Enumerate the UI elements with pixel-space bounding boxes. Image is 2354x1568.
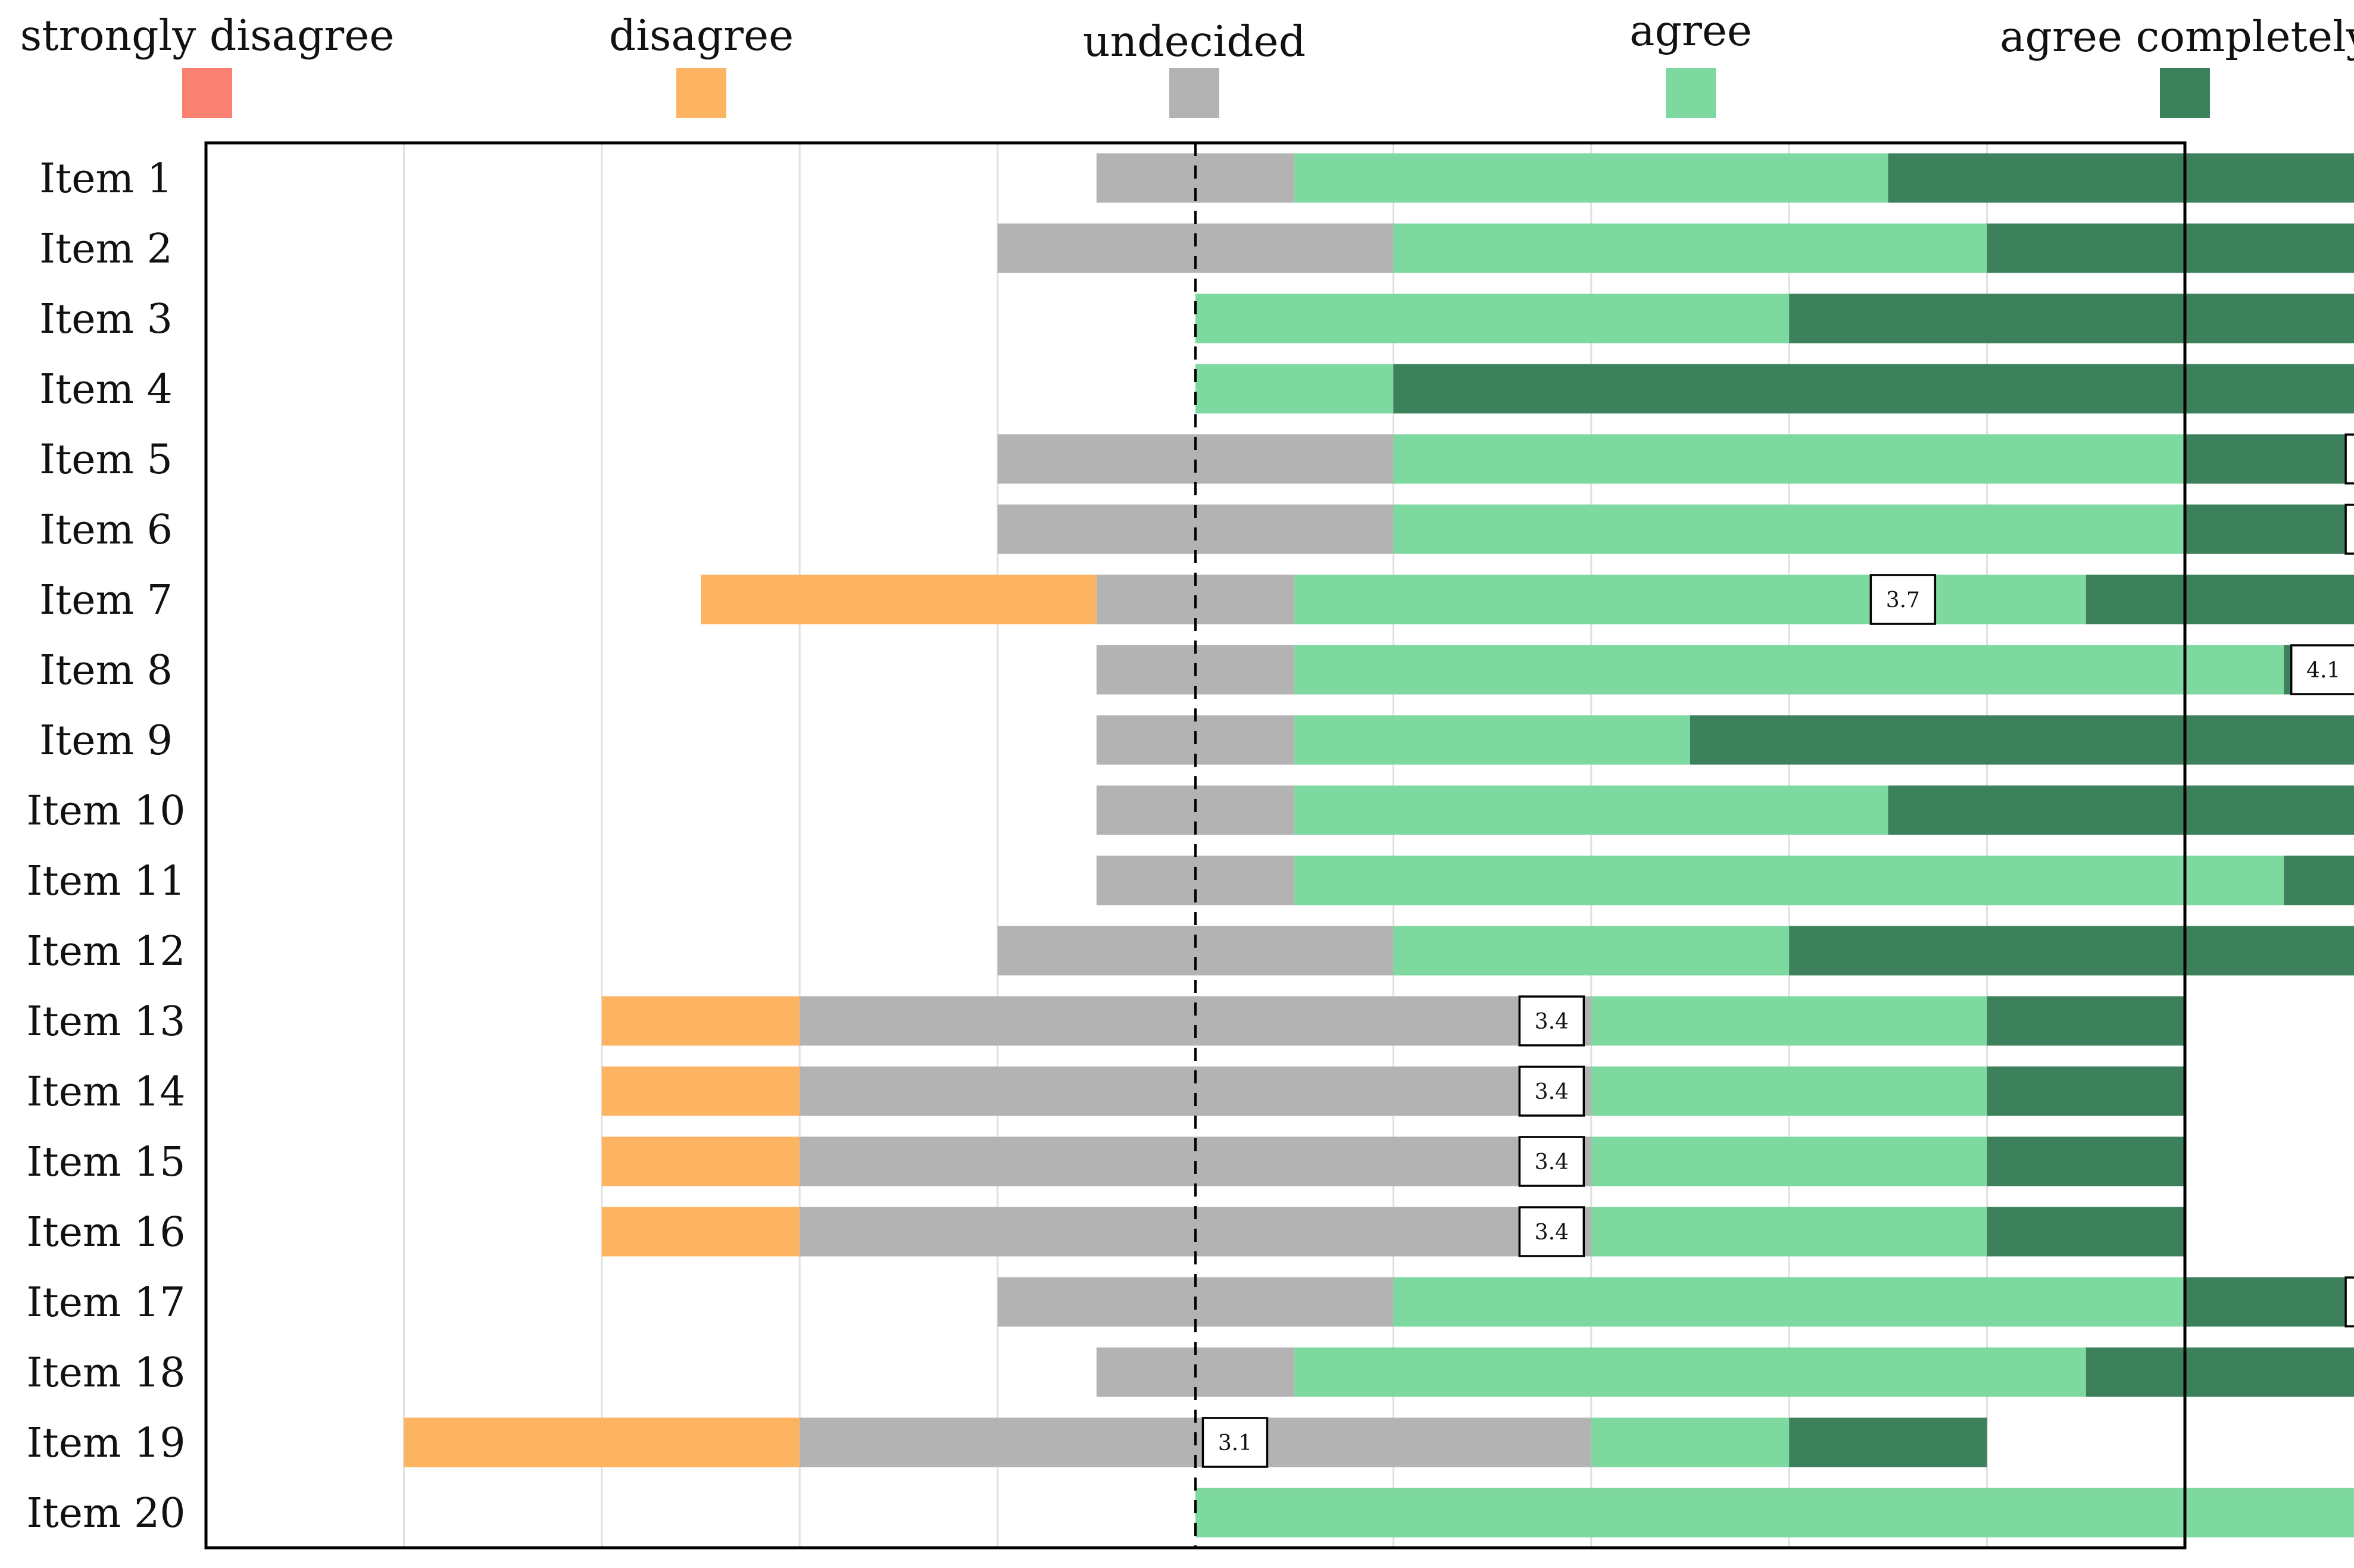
legend-label-undecided: undecided: [1083, 17, 1306, 66]
bar-segment-agree: [1294, 715, 1690, 765]
bar-segment-agree-completely: [1987, 1207, 2185, 1257]
bar-segment-agree: [1294, 855, 2284, 905]
bar-segment-agree: [1591, 1066, 1987, 1116]
bar-segment-agree: [1294, 645, 2284, 695]
bar-segment-agree: [1591, 1207, 1987, 1257]
item-label: Item 2: [39, 226, 173, 273]
legend: strongly disagree disagree undecided agree a…: [20, 6, 2354, 118]
legend-swatch-agree-completely: [2160, 68, 2210, 118]
bar-segment-agree-completely: [2185, 504, 2354, 554]
bar-segment-agree-completely: [1987, 223, 2354, 273]
item-label: Item 15: [26, 1139, 185, 1186]
item-label: Item 8: [39, 647, 173, 694]
bar-segment-agree-completely: [1987, 1066, 2185, 1116]
legend-label-agree: agree: [1629, 6, 1752, 55]
item-label: Item 9: [39, 717, 173, 764]
item-label: Item 20: [26, 1490, 185, 1537]
bar-segment-agree: [1591, 1136, 1987, 1186]
bar-segment-agree: [1294, 153, 1888, 203]
bar-segment-agree: [1393, 434, 2185, 484]
bar-segment-agree-completely: [1393, 364, 2354, 414]
legend-swatch-disagree: [676, 68, 726, 118]
bar-segment-disagree: [701, 574, 1097, 624]
bar-segment-agree-completely: [1690, 715, 2354, 765]
bar-segment-agree-completely: [1987, 996, 2185, 1046]
mean-label-box: [1518, 995, 1585, 1047]
item-label: Item 7: [39, 577, 173, 624]
item-label: Item 1: [39, 155, 173, 202]
bar-segment-agree: [1393, 1277, 2185, 1327]
mean-label: 3.4: [1535, 1150, 1569, 1175]
bar-segment-disagree: [404, 1417, 800, 1467]
bar-segment-agree: [1591, 1417, 1790, 1467]
bar-segment-agree-completely: [2085, 574, 2354, 624]
bar-segment-agree-completely: [2185, 1277, 2354, 1327]
bar-segment-agree-completely: [2185, 434, 2354, 484]
mean-label-box: [1201, 1417, 1269, 1468]
bar-segment-disagree: [601, 996, 800, 1046]
item-label: Item 6: [39, 507, 173, 554]
mean-label-box: [1518, 1206, 1585, 1257]
mean-label-box: [2290, 644, 2354, 695]
bar-segment-agree-completely: [2085, 1347, 2354, 1397]
legend-label-disagree: disagree: [609, 11, 794, 60]
mean-label-box: [1518, 1136, 1585, 1187]
bar-segment-disagree: [601, 1207, 800, 1257]
bar-segment-agree-completely: [2284, 855, 2354, 905]
bar-segment-agree-completely: [1888, 153, 2354, 203]
bar-segment-agree-completely: [1789, 293, 2354, 343]
bar-segment-agree-completely: [1987, 1136, 2185, 1186]
legend-swatch-undecided: [1169, 68, 1219, 118]
legend-swatch-agree: [1666, 68, 1716, 118]
legend-label-agree-completely: agree completely: [2000, 12, 2354, 61]
item-label: Item 11: [26, 858, 185, 905]
bar-segment-agree: [1195, 364, 1394, 414]
mean-label: 3.7: [1886, 588, 1920, 613]
bar-segment-agree: [1393, 504, 2185, 554]
mean-label: 3.4: [1535, 1080, 1569, 1104]
bar-segment-agree: [1195, 293, 1790, 343]
bar-segment-agree: [1195, 1488, 2354, 1538]
legend-swatch-strongly-disagree: [182, 68, 232, 118]
bar-segment-agree: [1591, 996, 1987, 1046]
mean-label-box: [2344, 433, 2354, 485]
item-label: Item 5: [39, 436, 173, 483]
mean-label: 3.4: [1535, 1010, 1569, 1034]
plot-frame: [204, 141, 2187, 1550]
item-label: Item 13: [26, 998, 185, 1045]
item-label: Item 18: [26, 1350, 185, 1397]
bar-segment-agree-completely: [1789, 1417, 1987, 1467]
item-label: Item 19: [26, 1420, 185, 1467]
bar-segment-agree: [1393, 926, 1790, 976]
bar-segment-agree: [1294, 574, 2086, 624]
bar-segment-agree-completely: [1888, 785, 2354, 835]
item-label: Item 12: [26, 928, 185, 975]
bar-segment-agree: [1294, 785, 1888, 835]
bar-segment-disagree: [601, 1066, 800, 1116]
bar-segment-disagree: [601, 1136, 800, 1186]
mean-label: 3.1: [1218, 1431, 1252, 1455]
mean-label-box: [1518, 1066, 1585, 1117]
mean-labels: 4.44.34.74.94.14.13.74.14.64.44.24.33.43…: [1201, 433, 2354, 1468]
mean-label: 3.4: [1535, 1220, 1569, 1245]
item-label: Item 4: [39, 366, 173, 413]
item-label: Item 10: [26, 788, 185, 835]
bars: [404, 153, 2354, 1538]
item-labels: Item 1 Item 2 Item 3 Item 4 Item 5 Item 6 Item…: [26, 155, 185, 1537]
legend-label-strongly-disagree: strongly disagree: [20, 11, 395, 60]
mean-label-box: [1869, 574, 1937, 625]
bar-segment-agree-completely: [1789, 926, 2354, 976]
item-label: Item 16: [26, 1209, 185, 1256]
item-label: Item 3: [39, 296, 173, 343]
mean-label: 4.1: [2306, 658, 2340, 683]
mean-label-box: [2344, 504, 2354, 555]
item-label: Item 14: [26, 1069, 185, 1116]
mean-label-box: [2344, 1276, 2354, 1328]
bar-segment-agree: [1393, 223, 1987, 273]
item-label: Item 17: [26, 1279, 185, 1326]
bar-segment-agree: [1294, 1347, 2086, 1397]
